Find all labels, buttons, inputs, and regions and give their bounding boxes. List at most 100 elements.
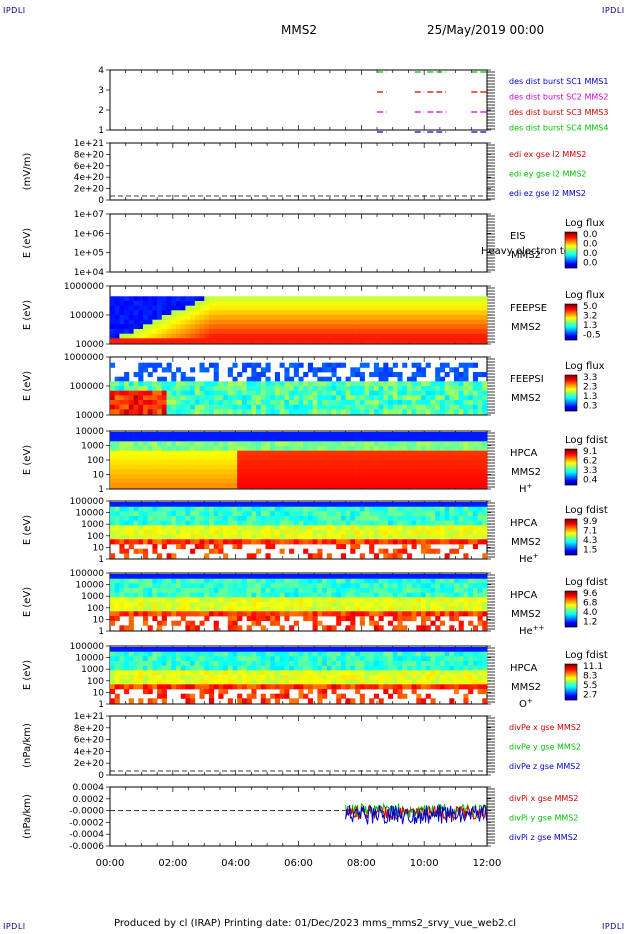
hpca_h-cell [185,450,191,456]
hpca_he1-cell [364,506,370,512]
hpca_he2-cell [444,574,450,580]
hpca_h-cell [326,460,332,466]
hpca_h-cell [237,474,243,480]
hpca_he2-cell [227,583,233,589]
hpca_h-cell [185,483,191,489]
feepsi-cell [435,372,441,378]
feepsi-cell [458,372,464,378]
hpca_he2-cell [185,597,191,603]
hpca_h-cell [397,450,403,456]
hpca_he1-cell [246,530,252,536]
hpca_h-cell [256,450,262,456]
feepsi-cell [430,404,436,410]
feepse-cell [199,315,205,321]
hpca_h-cell [289,446,295,452]
feepse-cell [157,310,163,316]
feepsi-cell [279,390,285,396]
feepse-cell [218,329,224,335]
hpca_he1-cell [326,534,332,540]
feepse-cell [213,319,219,325]
hpca_h-cell [322,460,328,466]
hpca_he2-cell [406,611,412,617]
hpca_h-cell [227,436,233,442]
feepsi-colorbar-step [565,382,577,384]
hpca_h-cell [482,474,488,480]
hpca_he2-cell [213,606,219,612]
hpca_he2-cell [439,578,445,584]
feepse-cell [411,319,417,325]
feepse-cell [194,319,200,325]
feepsi-cell [369,404,375,410]
hpca_he2-cell [246,602,252,608]
feepse-cell [449,338,455,344]
feepse-cell [270,296,276,302]
hpca_h-cell [270,446,276,452]
hpca_h-cell [274,436,280,442]
hpca_he1-cell [340,525,346,531]
feepse-cell [251,310,257,316]
hpca_h-cell [251,469,257,475]
feepsi-cell [397,372,403,378]
hpca_h-cell [157,460,163,466]
hpca_he2-colorbar-step [565,599,577,601]
feepsi-cell [289,390,295,396]
hpca_he2-cell [416,606,422,612]
hpca_he1-cell [265,544,271,550]
hpca_he1-cell [199,534,205,540]
feepsi-cell [303,409,309,415]
feepse-colorbar-step [565,328,577,330]
feepsi-cell [355,386,361,392]
feepse-cell [289,296,295,302]
feepsi-cell [402,404,408,410]
hpca_h-cell [251,460,257,466]
feepsi-cell [114,390,120,396]
hpca_he2-cell [369,588,375,594]
hpca_h-cell [378,478,384,484]
hpca_he1-cell [477,511,483,517]
hpca_h-cell [227,460,233,466]
hpca_h-cell [331,432,337,438]
feepsi-cell [421,386,427,392]
hpca_he1-cell [218,516,224,522]
hpca_h-cell [180,460,186,466]
hpca_h-cell [293,432,299,438]
feepsi-colorbar-step [565,397,577,399]
hpca_he1-cell [246,506,252,512]
hpca_h-cell [204,474,210,480]
hpca_he1-cell [392,506,398,512]
hpca_h-colorbar-step [565,449,577,451]
feepsi-cell [213,409,219,415]
hpca_h-cell [482,436,488,442]
hpca_h-cell [119,450,125,456]
feepsi-cell [223,395,229,401]
feepsi-cell [454,367,460,373]
hpca_h-colorbar-step [565,468,577,470]
feepsi-cell [303,400,309,406]
hpca_he1-cell [449,539,455,545]
hpca_he1-cell [138,534,144,540]
hpca_he2-cell [260,574,266,580]
feepse-cell [128,310,134,316]
hpca_h-cell [449,478,455,484]
hpca_he2-cell [345,588,351,594]
feepsi-colorbar-step [565,409,577,411]
eis-colorbar-step [565,242,577,244]
hpca_he2-cell [312,616,318,622]
hpca_he1-cell [326,520,332,526]
hpca_h-cell [284,483,290,489]
hpca_he1-cell [242,502,248,508]
hpca_he2-cell [119,625,125,631]
feepsi-cell [161,367,167,373]
hpca_he2-cell [298,611,304,617]
feepse-cell [421,333,427,339]
feepse-colorbar-step [565,335,577,337]
hpca_he2-cell [345,625,351,631]
feepse-cell [232,329,238,335]
hpca_he2-cell [223,592,229,598]
hpca_h-cell [331,464,337,470]
feepse-cell [449,329,455,335]
hpca_h-cell [378,474,384,480]
feepse-cell [312,315,318,321]
feepse-cell [312,333,318,339]
hpca_he2-cell [124,602,130,608]
